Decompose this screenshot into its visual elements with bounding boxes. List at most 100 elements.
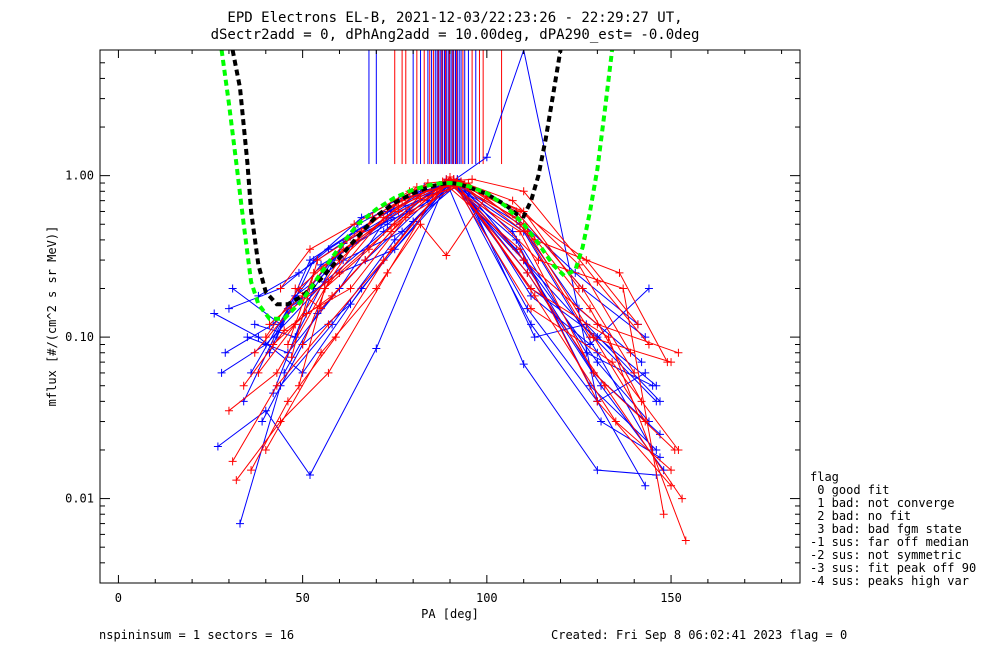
red-data-point [324,368,333,377]
blue-series-line [225,179,653,387]
red-data-point [364,245,373,254]
red-data-point [254,368,263,377]
blue-series-line [283,180,654,451]
x-axis-label: PA [deg] [421,607,479,621]
blue-data-point [656,430,664,439]
red-data-point [519,256,528,265]
x-tick-label: 100 [476,591,498,605]
red-data-point [306,245,314,254]
fit-curves-top-layer [219,50,615,321]
black-fit-curve [230,50,563,307]
blue-data-point [398,227,407,236]
red-series-line [228,178,672,412]
blue-data-point [258,417,267,426]
red-data-point [361,256,370,265]
x-tick-label: 150 [660,591,682,605]
red-data-point [416,194,425,203]
red-data-point [291,284,300,293]
legend-entry: 2 bad: no fit [810,509,911,523]
blue-data-point [213,442,222,451]
blue-data-point [656,397,664,406]
blue-data-point [593,466,602,475]
red-data-point [287,353,296,362]
blue-data-point [519,360,528,369]
red-data-point [313,256,322,265]
blue-series-line [243,182,657,402]
red-data-point [276,284,285,293]
legend-entry: 0 good fit [810,483,889,497]
red-series-line [272,182,665,515]
red-series-line [287,182,635,374]
red-data-point [586,304,594,313]
red-data-point [346,284,355,293]
red-data-point [468,175,477,184]
blue-data-point [659,466,668,475]
blue-data-point [597,417,606,426]
red-data-point [619,284,628,293]
blue-data-point [637,358,646,367]
red-data-point [269,340,278,349]
blue-series-line [217,180,657,476]
vertical-marks-layer [368,50,503,165]
blue-series-line [228,182,657,402]
y-axis-ticks: 0.01 0.10 1.00 [65,49,800,584]
x-tick-label: 50 [295,591,309,605]
red-data-point [516,245,524,254]
red-data-point [534,256,543,265]
chart-title: EPD Electrons EL-B, 2021-12-03/22:23:26 … [227,10,682,26]
red-data-point [324,320,333,329]
red-data-point [630,368,639,377]
red-data-point [239,381,248,390]
x-tick-label: 0 [115,591,122,605]
red-data-point [416,220,425,229]
red-data-point [265,320,274,329]
footer-left: nspininsum = 1 sectors = 16 [99,628,294,642]
red-data-point [261,445,270,454]
red-data-point [615,268,624,277]
red-data-point [353,235,362,244]
y-tick-label: 1.00 [65,169,94,183]
red-data-point [294,381,303,390]
red-data-point [250,348,259,357]
red-data-point [527,304,536,313]
blue-data-point [593,358,602,367]
red-data-point [574,284,583,293]
red-series-line [294,184,643,402]
blue-data-point [228,284,237,293]
blue-data-point [530,333,539,342]
red-data-point [261,333,270,342]
legend-entry: 3 bad: bad fgm state [810,522,962,536]
blue-data-point [652,381,661,390]
green-fit-curve [219,50,615,321]
red-data-point [508,196,517,205]
red-data-point [283,397,292,406]
red-data-point [626,348,635,357]
legend-title: flag [810,470,839,484]
chart-subtitle: dSectr2add = 0, dPhAng2add = 10.00deg, d… [211,27,700,43]
red-data-point [659,510,668,519]
red-data-point [372,284,381,293]
blue-data-point [269,389,278,398]
red-series-line [265,183,672,471]
red-data-point [667,466,676,475]
blue-data-point [243,333,252,342]
red-data-point [224,406,233,415]
red-data-point [593,397,602,406]
red-data-point [681,536,690,545]
y-tick-label: 0.10 [65,330,94,344]
footer-right: Created: Fri Sep 8 06:02:41 2023 flag = … [551,628,847,642]
blue-data-point [372,344,381,353]
red-series-line [250,179,683,499]
red-data-point [247,466,256,475]
red-data-point [331,333,340,342]
red-data-point [523,268,532,277]
red-data-point [379,256,388,265]
blue-data-point [224,304,233,313]
red-data-point [387,245,396,254]
red-data-point [324,277,333,286]
red-data-point [232,476,241,485]
red-data-point [637,397,646,406]
blue-data-point [217,368,226,377]
blue-data-point [210,309,219,318]
